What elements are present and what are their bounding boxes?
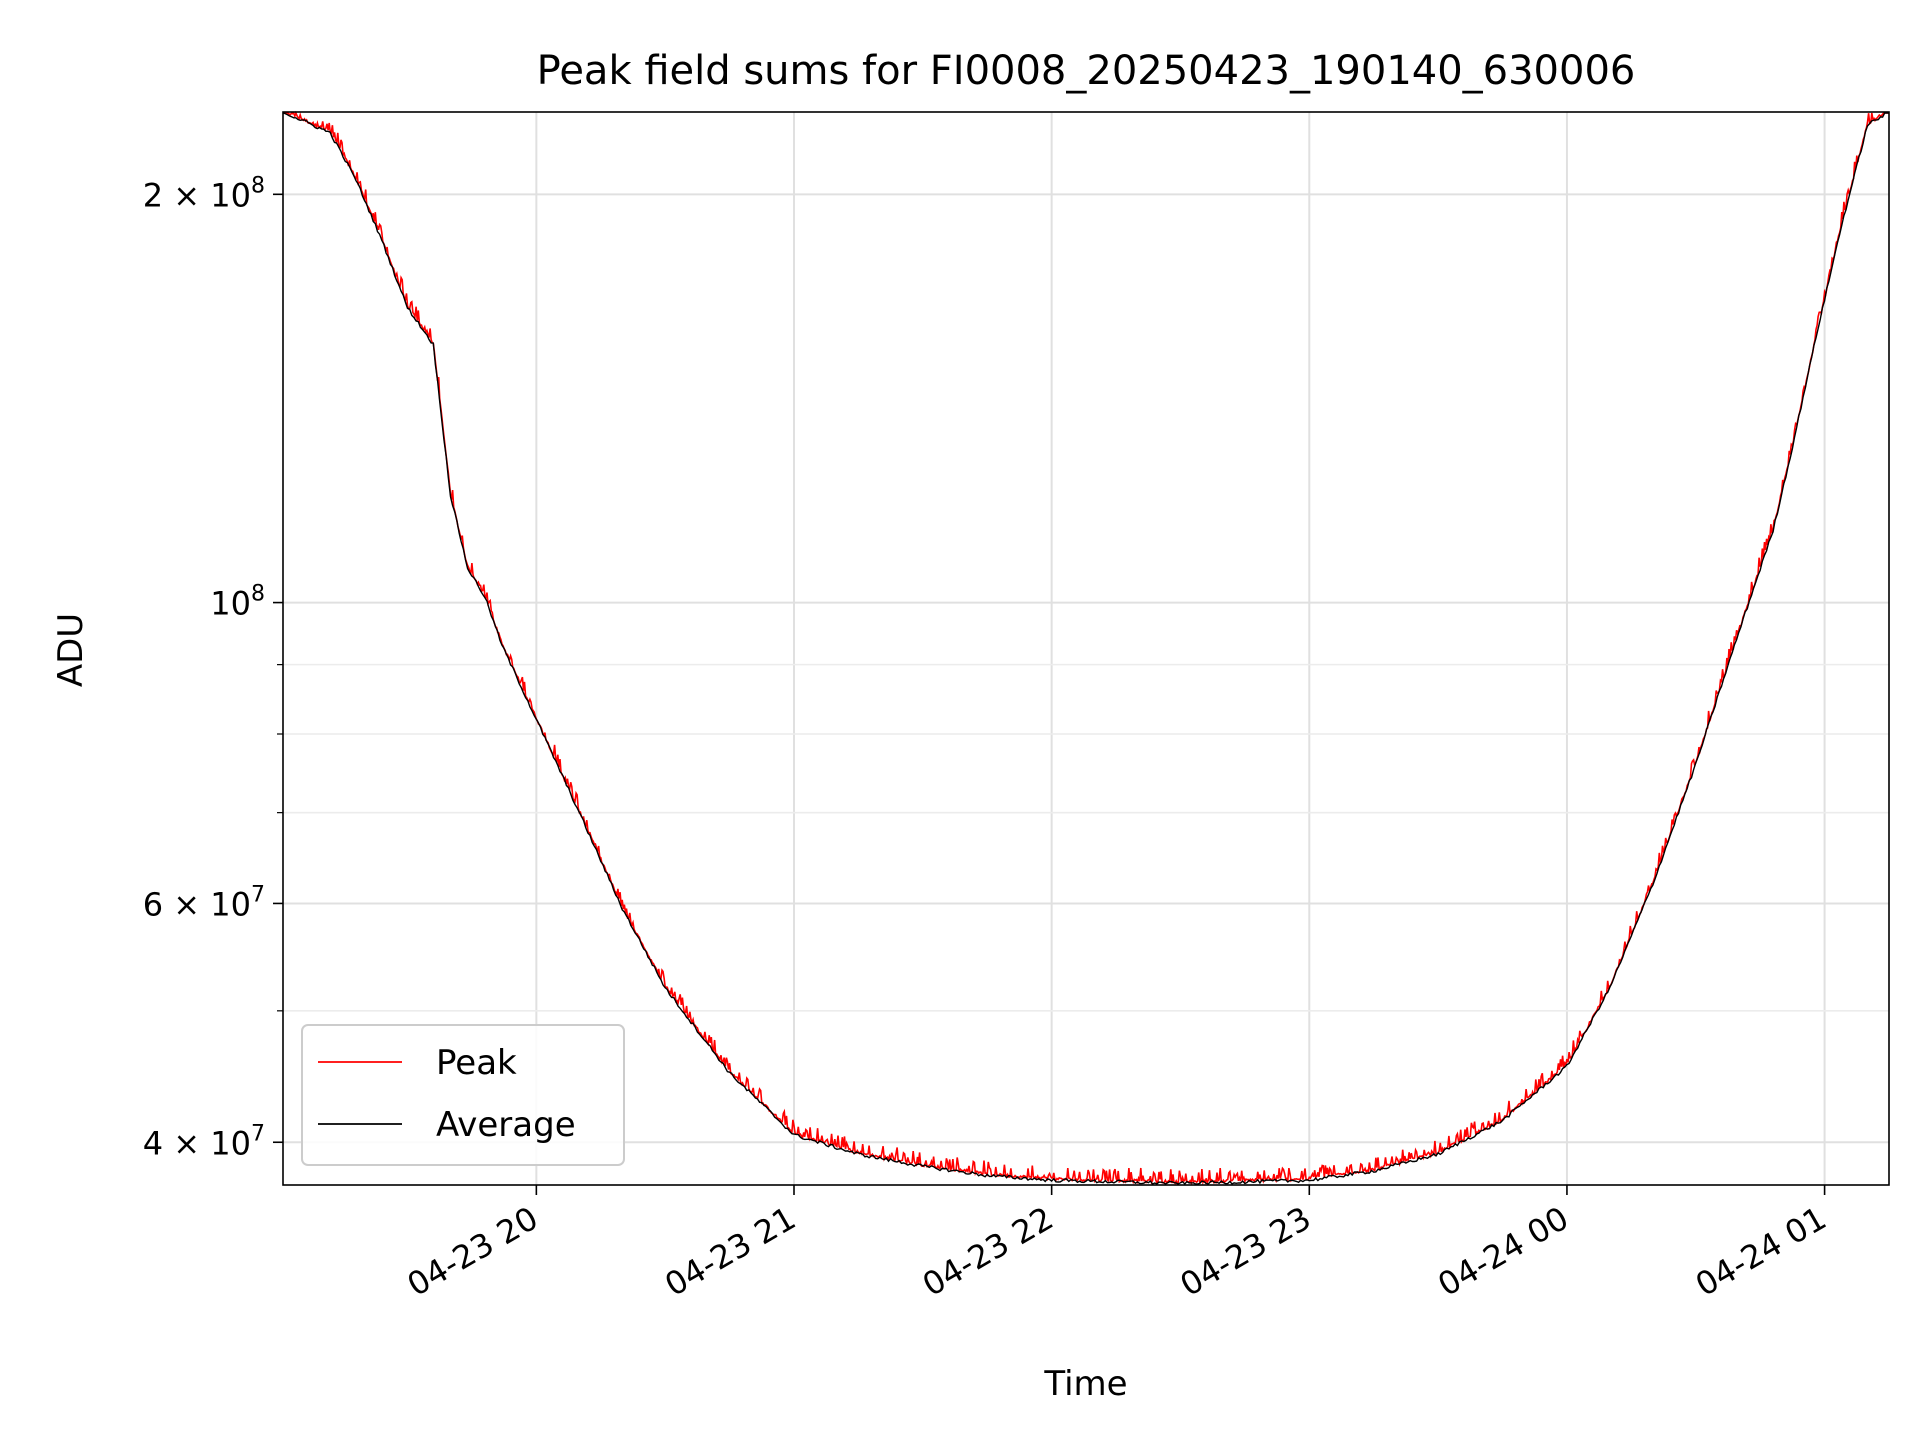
plot-frame — [282, 111, 1890, 1186]
x-tick-label: 04-23 21 — [658, 1199, 802, 1304]
x-tick-label: 04-23 22 — [916, 1199, 1060, 1304]
x-tick-label: 04-24 00 — [1431, 1199, 1575, 1304]
series-average-line — [282, 112, 1889, 1186]
legend-box — [301, 1024, 625, 1166]
series-peak-line — [283, 110, 1889, 1186]
x-tick-label: 04-24 01 — [1689, 1199, 1833, 1304]
legend-average-label: Average — [436, 1105, 576, 1145]
y-axis-label: ADU — [51, 613, 91, 687]
legend: Peak Average — [301, 1024, 625, 1166]
x-axis-label: Time — [1043, 1364, 1127, 1404]
x-tick-label: 04-23 23 — [1174, 1199, 1318, 1304]
y-tick-label: 2 × 108 — [143, 173, 265, 214]
legend-peak-label: Peak — [436, 1043, 517, 1083]
series-layer — [282, 110, 1889, 1186]
x-tick-label: 04-23 20 — [401, 1199, 545, 1304]
chart-title: Peak field sums for FI0008_20250423_1901… — [537, 48, 1636, 94]
y-tick-label: 6 × 107 — [143, 882, 265, 923]
y-tick-label: 4 × 107 — [143, 1121, 265, 1162]
y-tick-label: 108 — [210, 582, 265, 623]
